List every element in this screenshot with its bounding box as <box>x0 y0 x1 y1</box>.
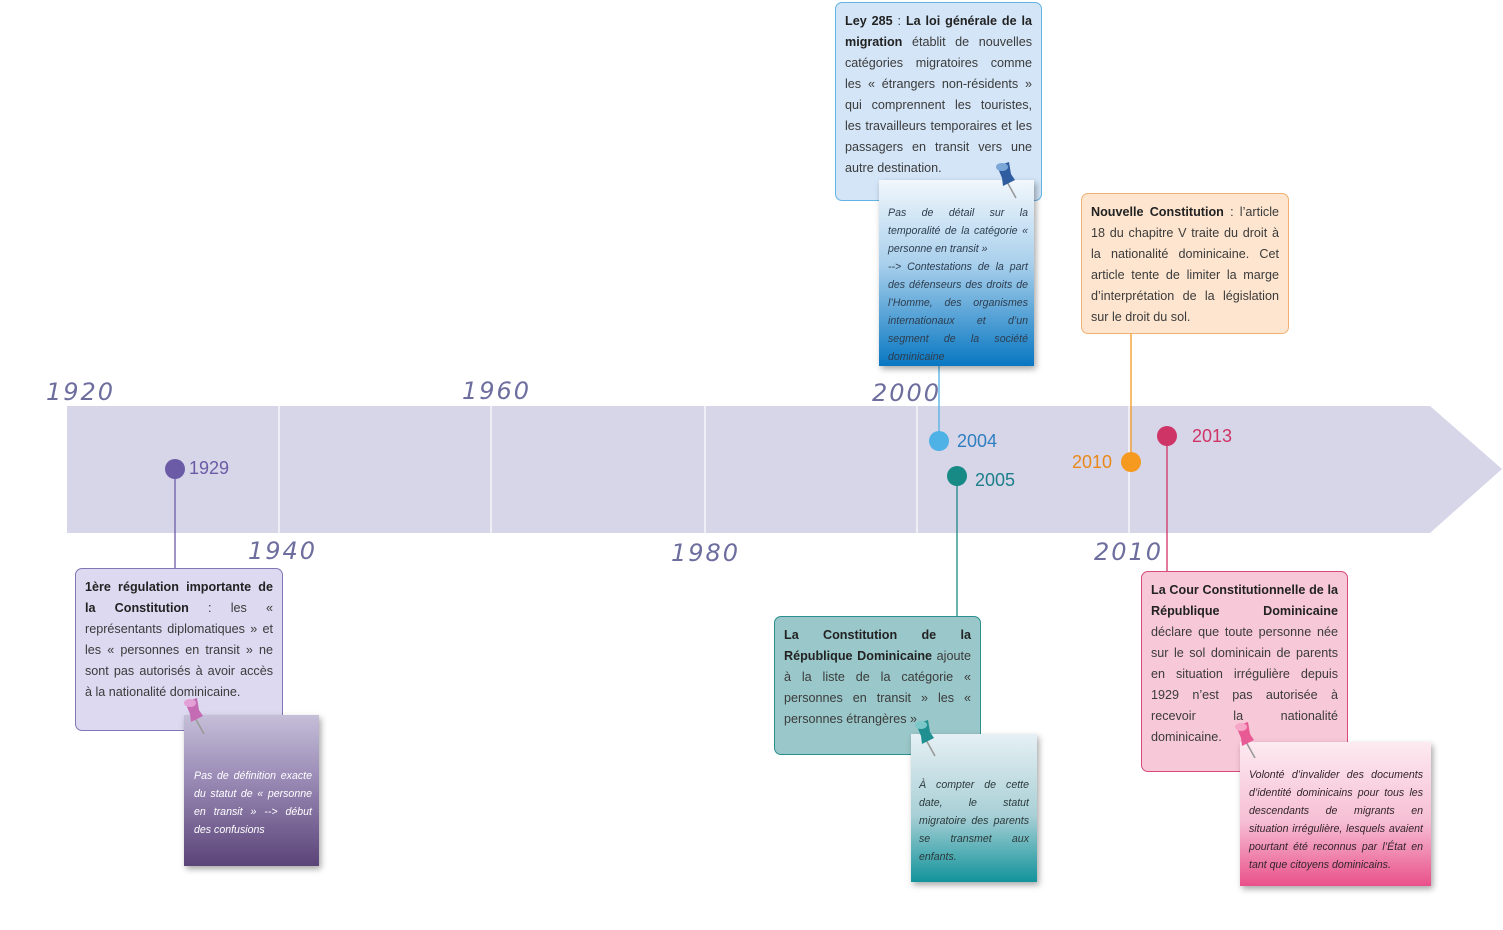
event-dot-2004 <box>929 431 949 451</box>
year-label-2000: 2000 <box>872 379 942 407</box>
note-2013: Volonté d’invalider des documents d’iden… <box>1240 742 1431 886</box>
event-box-2013-title: La Cour Constitutionnelle de la Républiq… <box>1151 583 1338 618</box>
event-box-2005-text: ajoute à la liste de la catégorie « pers… <box>784 649 971 726</box>
note-2004-text-a: Pas de détail sur la temporalité de la c… <box>888 207 1028 255</box>
event-box-2004-sep: : <box>892 14 906 28</box>
year-label-2010: 2010 <box>1094 538 1164 566</box>
event-year-2004: 2004 <box>957 431 998 451</box>
event-box-2010: Nouvelle Constitution : l’article 18 du … <box>1081 193 1289 334</box>
event-dot-1929 <box>165 459 185 479</box>
year-label-1980: 1980 <box>671 539 741 567</box>
note-2004-text-b: --> Contestations de la part des défense… <box>888 261 1028 363</box>
event-box-1929: 1ère régulation importante de la Constit… <box>75 568 283 731</box>
event-dot-2005 <box>947 466 967 486</box>
pushpin-icon <box>184 698 205 735</box>
event-year-1929: 1929 <box>189 458 230 478</box>
year-label-1960: 1960 <box>462 377 532 405</box>
pushpin-icon <box>915 720 936 757</box>
event-box-1929-text: : les « représentants diplomatiques » et… <box>85 601 273 699</box>
pushpin-icon <box>996 162 1017 199</box>
event-dot-2010 <box>1121 452 1141 472</box>
event-year-2010: 2010 <box>1072 452 1113 472</box>
event-year-2013: 2013 <box>1192 426 1233 446</box>
year-label-1940: 1940 <box>248 537 318 565</box>
event-box-2013-text: déclare que toute personne née sur le so… <box>1151 625 1338 744</box>
event-box-1929-title: 1ère régulation importante de la Constit… <box>85 580 273 615</box>
event-box-2004-title: Ley 285 <box>845 14 893 28</box>
note-1929: Pas de définition exacte du statut de « … <box>184 715 319 866</box>
event-dot-2013 <box>1157 426 1177 446</box>
event-box-2010-title: Nouvelle Constitution <box>1091 205 1224 219</box>
note-2004: Pas de détail sur la temporalité de la c… <box>879 180 1034 366</box>
year-label-1920: 1920 <box>46 378 116 406</box>
note-2013-text: Volonté d’invalider des documents d’iden… <box>1249 769 1423 871</box>
note-1929-text: Pas de définition exacte du statut de « … <box>194 770 312 836</box>
event-box-2005: La Constitution de la République Dominic… <box>774 616 981 755</box>
event-year-2005: 2005 <box>975 470 1016 490</box>
event-box-2004-title2: La loi générale de la migration <box>845 14 1032 49</box>
timeline-band <box>67 406 1502 533</box>
pushpin-icon <box>1235 722 1256 759</box>
event-box-2010-text: : l’article 18 du chapitre V traite du d… <box>1091 205 1279 324</box>
event-box-2013: La Cour Constitutionnelle de la Républiq… <box>1141 571 1348 772</box>
note-2005: À compter de cette date, le statut migra… <box>911 734 1037 882</box>
event-box-2005-title: La Constitution de la République Dominic… <box>784 628 971 663</box>
event-box-2004-text: établit de nouvelles catégories migratoi… <box>845 35 1032 175</box>
note-2005-text: À compter de cette date, le statut migra… <box>919 779 1029 863</box>
